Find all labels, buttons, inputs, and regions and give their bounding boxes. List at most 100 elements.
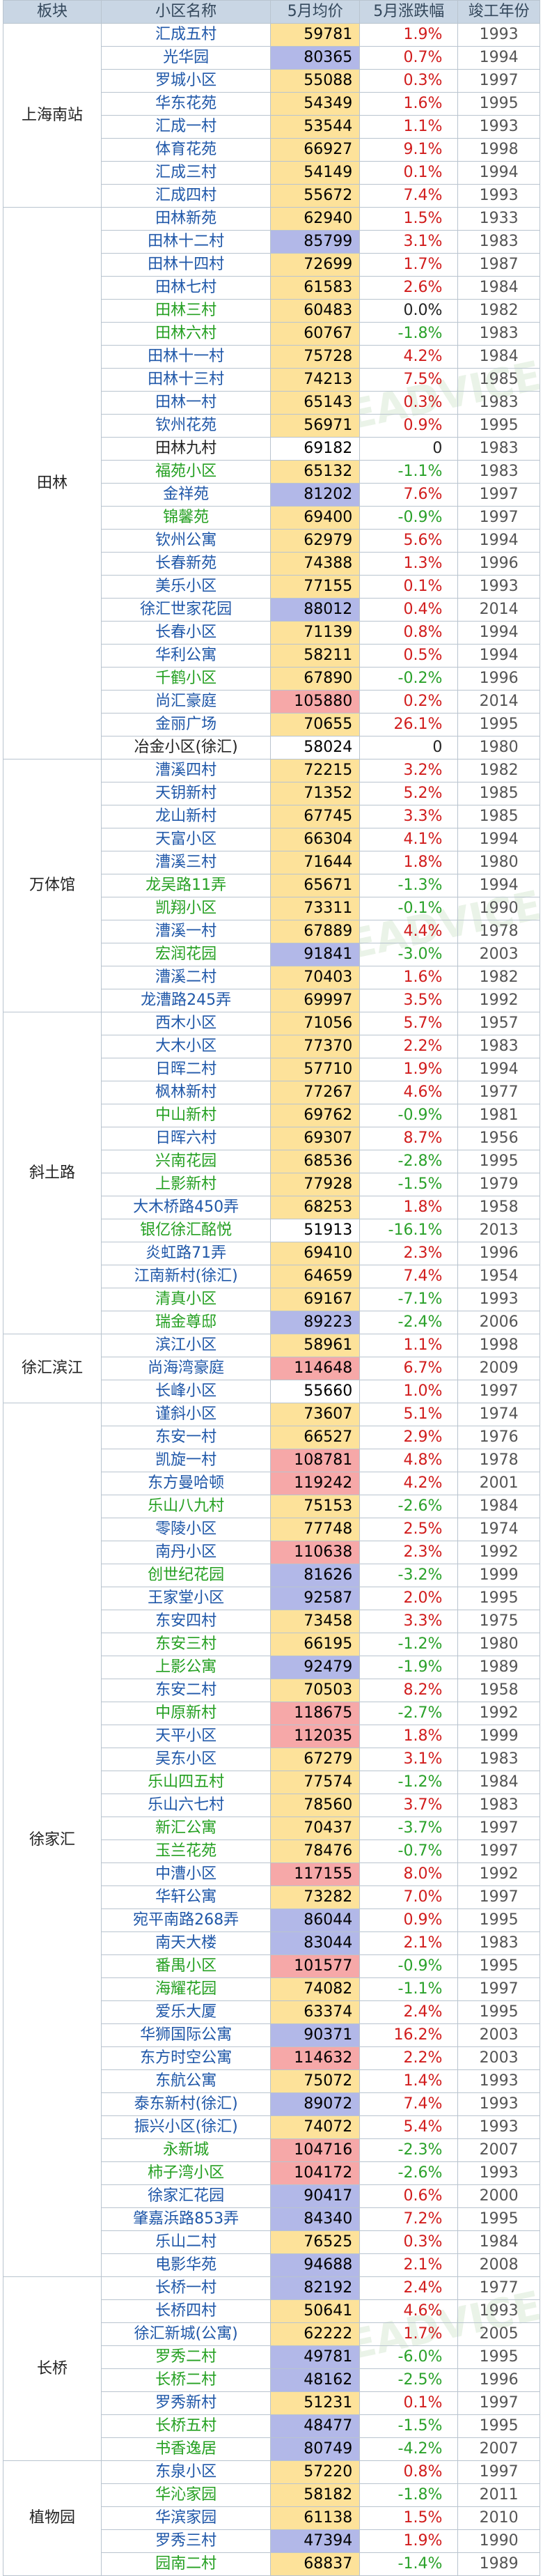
change-cell: 3.2% xyxy=(359,759,459,782)
price-cell: 83044 xyxy=(270,1931,361,1955)
price-cell: 50641 xyxy=(270,2299,361,2323)
price-cell: 54149 xyxy=(270,161,361,185)
price-cell: 78476 xyxy=(270,1840,361,1863)
name-cell: 东安四村 xyxy=(101,1610,272,1633)
name-cell: 长桥四村 xyxy=(101,2299,272,2323)
change-cell: 0.1% xyxy=(359,575,459,599)
price-cell: 67745 xyxy=(270,805,361,828)
table-row: 田林 田林新苑 62940 1.5% 1933 xyxy=(2,207,540,759)
change-cell: 2.1% xyxy=(359,1931,459,1955)
year-cell: 1980 xyxy=(457,736,540,759)
table-row: 斜土路 西木小区 71056 5.7% 1957 xyxy=(2,1012,540,1334)
table-row: 炎虹路71弄 69410 2.3% 1996 xyxy=(3,1242,540,1265)
year-cell: 2006 xyxy=(457,1311,540,1334)
table-row: 中原新村 118675 -2.7% 1992 xyxy=(3,1702,540,1725)
table-row: 田林三村 60483 0.0% 1982 xyxy=(3,299,540,323)
header-year: 竣工年份 xyxy=(457,0,540,24)
change-cell: 2.9% xyxy=(359,1426,459,1449)
price-cell: 75072 xyxy=(270,2069,361,2093)
price-cell: 77748 xyxy=(270,1518,361,1541)
change-cell: 0.1% xyxy=(359,2391,459,2415)
price-cell: 60483 xyxy=(270,299,361,323)
price-cell: 66304 xyxy=(270,828,361,851)
price-cell: 58211 xyxy=(270,644,361,668)
year-cell: 1975 xyxy=(457,1610,540,1633)
year-cell: 1983 xyxy=(457,1794,540,1817)
price-cell: 91841 xyxy=(270,943,361,966)
name-cell: 漕溪二村 xyxy=(101,966,272,989)
year-cell: 1993 xyxy=(457,115,540,139)
price-cell: 55660 xyxy=(270,1380,361,1403)
change-cell: 2.4% xyxy=(359,2276,459,2300)
name-cell: 龙漕路245弄 xyxy=(101,989,272,1012)
year-cell: 1984 xyxy=(457,1771,540,1794)
district-cell: 田林 xyxy=(2,207,102,759)
name-cell: 千鹤小区 xyxy=(101,667,272,691)
change-cell: 0 xyxy=(359,437,459,461)
name-cell: 光华园 xyxy=(101,46,272,70)
price-cell: 58024 xyxy=(270,736,361,759)
year-cell: 2003 xyxy=(457,943,540,966)
year-cell: 1983 xyxy=(457,1748,540,1771)
year-cell: 1978 xyxy=(457,920,540,943)
table-row: 华利公寓 58211 0.5% 1994 xyxy=(3,644,540,668)
price-cell: 104716 xyxy=(270,2138,361,2162)
name-cell: 华滨家园 xyxy=(101,2506,272,2530)
change-cell: -1.1% xyxy=(359,1977,459,2001)
change-cell: 2.3% xyxy=(359,1541,459,1564)
table-row: 枫林新村 77267 4.6% 1977 xyxy=(3,1081,540,1104)
table-row: 长春小区 71139 0.8% 1994 xyxy=(3,621,540,645)
change-cell: 1.7% xyxy=(359,253,459,277)
year-cell: 1995 xyxy=(457,92,540,116)
table-row: 漕溪二村 70403 1.6% 1982 xyxy=(3,966,540,989)
year-cell: 1993 xyxy=(457,184,540,208)
year-cell: 1997 xyxy=(457,2391,540,2415)
year-cell: 1994 xyxy=(457,529,540,553)
table-row: 天富小区 66304 4.1% 1994 xyxy=(3,828,540,851)
name-cell: 徐汇新城(公寓) xyxy=(101,2322,272,2346)
name-cell: 漕溪一村 xyxy=(101,920,272,943)
name-cell: 天富小区 xyxy=(101,828,272,851)
year-cell: 1982 xyxy=(457,759,540,782)
name-cell: 田林十二村 xyxy=(101,230,272,254)
name-cell: 宛平南路268弄 xyxy=(101,1908,272,1932)
change-cell: -7.1% xyxy=(359,1288,459,1311)
year-cell: 1996 xyxy=(457,667,540,691)
name-cell: 凯旋一村 xyxy=(101,1449,272,1472)
name-cell: 乐山二村 xyxy=(101,2230,272,2254)
change-cell: 0 xyxy=(359,736,459,759)
district-cell: 长桥 xyxy=(2,2276,102,2461)
name-cell: 清真小区 xyxy=(101,1288,272,1311)
year-cell: 1996 xyxy=(457,552,540,576)
change-cell: 2.1% xyxy=(359,2253,459,2277)
year-cell: 1989 xyxy=(457,1656,540,1679)
name-cell: 华沁家园 xyxy=(101,2483,272,2507)
name-cell: 田林十一村 xyxy=(101,345,272,369)
price-cell: 73282 xyxy=(270,1885,361,1909)
name-cell: 金丽广场 xyxy=(101,713,272,736)
name-cell: 锦馨苑 xyxy=(101,506,272,530)
change-cell: 0.4% xyxy=(359,598,459,622)
year-cell: 1994 xyxy=(457,161,540,185)
change-cell: 26.1% xyxy=(359,713,459,736)
table-row: 徐汇滨江 滨江小区 58961 1.1% 1998 xyxy=(2,1334,540,1403)
name-cell: 罗秀二村 xyxy=(101,2345,272,2369)
table-row: 田林十三村 74213 7.5% 1985 xyxy=(3,368,540,392)
price-cell: 69997 xyxy=(270,989,361,1012)
change-cell: 1.9% xyxy=(359,23,459,47)
year-cell: 1995 xyxy=(457,1908,540,1932)
change-cell: 1.9% xyxy=(359,2529,459,2553)
table-row: 徐汇世家花园 88012 0.4% 2014 xyxy=(3,598,540,622)
year-cell: 1979 xyxy=(457,1173,540,1196)
name-cell: 柿子湾小区 xyxy=(101,2161,272,2185)
price-cell: 77267 xyxy=(270,1081,361,1104)
change-cell: 3.1% xyxy=(359,230,459,254)
price-cell: 58961 xyxy=(270,1334,361,1357)
price-cell: 62940 xyxy=(270,207,361,231)
name-cell: 肇嘉浜路853弄 xyxy=(101,2207,272,2231)
change-cell: 3.3% xyxy=(359,805,459,828)
change-cell: 7.4% xyxy=(359,1265,459,1288)
name-cell: 徐家汇花园 xyxy=(101,2184,272,2208)
year-cell: 1983 xyxy=(457,1035,540,1058)
table-row: 长桥五村 48477 -1.5% 1995 xyxy=(3,2414,540,2438)
